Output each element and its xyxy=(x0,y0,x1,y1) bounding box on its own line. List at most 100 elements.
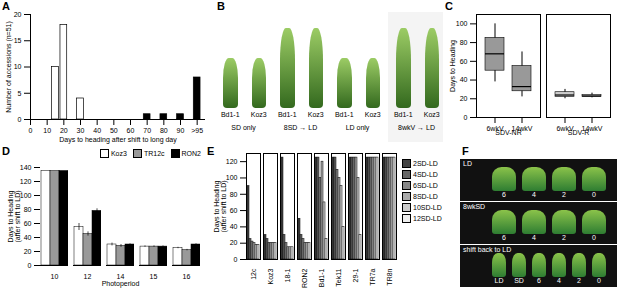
svg-text:6wkV: 6wkV xyxy=(556,125,573,132)
html-text:4: 4 xyxy=(532,191,536,198)
html-text:8SD → LD: 8SD → LD xyxy=(283,124,318,131)
html-text:A: A xyxy=(2,0,10,12)
svg-text:Tek11: Tek11 xyxy=(335,268,342,286)
svg-text:12c: 12c xyxy=(250,268,257,280)
html-text:12SD-LD: 12SD-LD xyxy=(413,215,442,222)
svg-text:60: 60 xyxy=(230,207,238,214)
svg-text:40: 40 xyxy=(460,76,468,83)
svg-text:29-1: 29-1 xyxy=(352,268,359,282)
html-text:8wkSD: 8wkSD xyxy=(463,203,486,210)
svg-text:60: 60 xyxy=(460,58,468,65)
html-text:TR12c: TR12c xyxy=(143,150,165,157)
html-text:0: 0 xyxy=(592,191,596,198)
html-text:E: E xyxy=(207,145,215,157)
html-text:F: F xyxy=(462,145,469,157)
html-text:6SD-LD: 6SD-LD xyxy=(413,182,438,189)
svg-text:0: 0 xyxy=(234,256,238,263)
html-text:8SD-LD: 8SD-LD xyxy=(413,193,438,200)
svg-text:Days to Heading(after shift to: Days to Heading(after shift to LD) xyxy=(213,180,228,232)
html-text:D: D xyxy=(2,145,10,157)
svg-text:60: 60 xyxy=(24,220,32,227)
svg-text:120: 120 xyxy=(226,158,238,165)
html-text:6: 6 xyxy=(502,234,506,241)
svg-text:Days to Heading: Days to Heading xyxy=(449,40,457,92)
html-text:LD: LD xyxy=(494,277,504,284)
svg-text:80: 80 xyxy=(230,191,238,198)
svg-text:0: 0 xyxy=(18,116,22,123)
svg-text:Number of accessions (n=51): Number of accessions (n=51) xyxy=(5,21,13,113)
svg-text:TR7a: TR7a xyxy=(369,268,376,285)
svg-text:0: 0 xyxy=(28,262,32,269)
html-text:Koz3: Koz3 xyxy=(307,111,324,118)
svg-text:18-1: 18-1 xyxy=(284,268,291,282)
svg-text:12: 12 xyxy=(84,273,92,280)
svg-text:>95: >95 xyxy=(191,127,203,134)
svg-text:20: 20 xyxy=(60,127,68,134)
html-text:LD: LD xyxy=(463,160,472,167)
html-text:SD only: SD only xyxy=(231,124,256,131)
html-text:RON2: RON2 xyxy=(181,150,201,157)
svg-text:70: 70 xyxy=(143,127,151,134)
svg-text:30: 30 xyxy=(77,127,85,134)
svg-text:TR8n: TR8n xyxy=(386,268,393,285)
svg-text:20: 20 xyxy=(14,11,22,18)
svg-text:15: 15 xyxy=(14,37,22,44)
svg-text:50: 50 xyxy=(110,127,118,134)
svg-text:5: 5 xyxy=(18,89,22,96)
svg-text:20: 20 xyxy=(230,239,238,246)
svg-text:16: 16 xyxy=(183,273,191,280)
svg-text:0: 0 xyxy=(29,127,33,134)
svg-text:14wkV: 14wkV xyxy=(511,125,532,132)
svg-text:40: 40 xyxy=(93,127,101,134)
html-text:C: C xyxy=(445,0,453,12)
svg-text:15: 15 xyxy=(150,273,158,280)
html-text:shift back to LD: shift back to LD xyxy=(463,246,512,253)
html-text:2: 2 xyxy=(562,191,566,198)
svg-text:Bd1-1: Bd1-1 xyxy=(318,268,325,287)
svg-text:RON2: RON2 xyxy=(301,268,308,288)
svg-text:10: 10 xyxy=(14,63,22,70)
svg-text:140: 140 xyxy=(20,164,32,171)
svg-text:20: 20 xyxy=(24,248,32,255)
html-text:LD only: LD only xyxy=(345,124,370,131)
svg-text:Photoperiod: Photoperiod xyxy=(102,280,140,288)
svg-text:Days to Heading(after shift to: Days to Heading(after shift to LD) xyxy=(7,190,22,242)
html-text:Koz3: Koz3 xyxy=(423,111,440,118)
svg-text:Days to heading after shift to: Days to heading after shift to long day xyxy=(59,136,177,144)
svg-text:14: 14 xyxy=(116,273,125,281)
html-text:B: B xyxy=(217,0,225,12)
html-text:Bd1-1: Bd1-1 xyxy=(220,111,240,118)
html-text:SD: SD xyxy=(514,277,524,284)
svg-text:SDV-R: SDV-R xyxy=(567,129,590,137)
html-text:Bd1-1: Bd1-1 xyxy=(393,111,413,118)
svg-text:10: 10 xyxy=(43,127,51,134)
svg-text:14wkV: 14wkV xyxy=(581,125,602,132)
svg-text:100: 100 xyxy=(456,20,468,27)
svg-text:120: 120 xyxy=(20,178,32,185)
html-text:Bd1-1: Bd1-1 xyxy=(334,111,354,118)
html-text:Koz3: Koz3 xyxy=(364,111,381,118)
svg-text:10: 10 xyxy=(51,273,59,280)
html-text:Koz3: Koz3 xyxy=(250,111,267,118)
svg-text:80: 80 xyxy=(24,206,32,213)
svg-text:20: 20 xyxy=(460,95,468,102)
svg-text:SDV-NR: SDV-NR xyxy=(495,129,522,137)
html-text:Bd1-1: Bd1-1 xyxy=(277,111,297,118)
svg-text:80: 80 xyxy=(160,127,168,134)
html-text:2SD-LD: 2SD-LD xyxy=(413,160,438,167)
svg-text:40: 40 xyxy=(230,223,238,230)
svg-text:90: 90 xyxy=(177,127,185,134)
html-text:Koz3: Koz3 xyxy=(111,150,127,157)
html-text:8wkV → LD: 8wkV → LD xyxy=(398,124,435,131)
svg-text:6wkV: 6wkV xyxy=(486,125,503,132)
svg-text:100: 100 xyxy=(226,174,238,181)
svg-text:60: 60 xyxy=(127,127,135,134)
svg-text:100: 100 xyxy=(20,192,32,199)
svg-text:0: 0 xyxy=(464,114,468,121)
svg-text:80: 80 xyxy=(460,39,468,46)
html-text:10SD-LD: 10SD-LD xyxy=(413,204,442,211)
html-text:6: 6 xyxy=(502,191,506,198)
html-text:4SD-LD: 4SD-LD xyxy=(413,171,438,178)
svg-text:Koz3: Koz3 xyxy=(267,268,274,284)
svg-text:40: 40 xyxy=(24,234,32,241)
